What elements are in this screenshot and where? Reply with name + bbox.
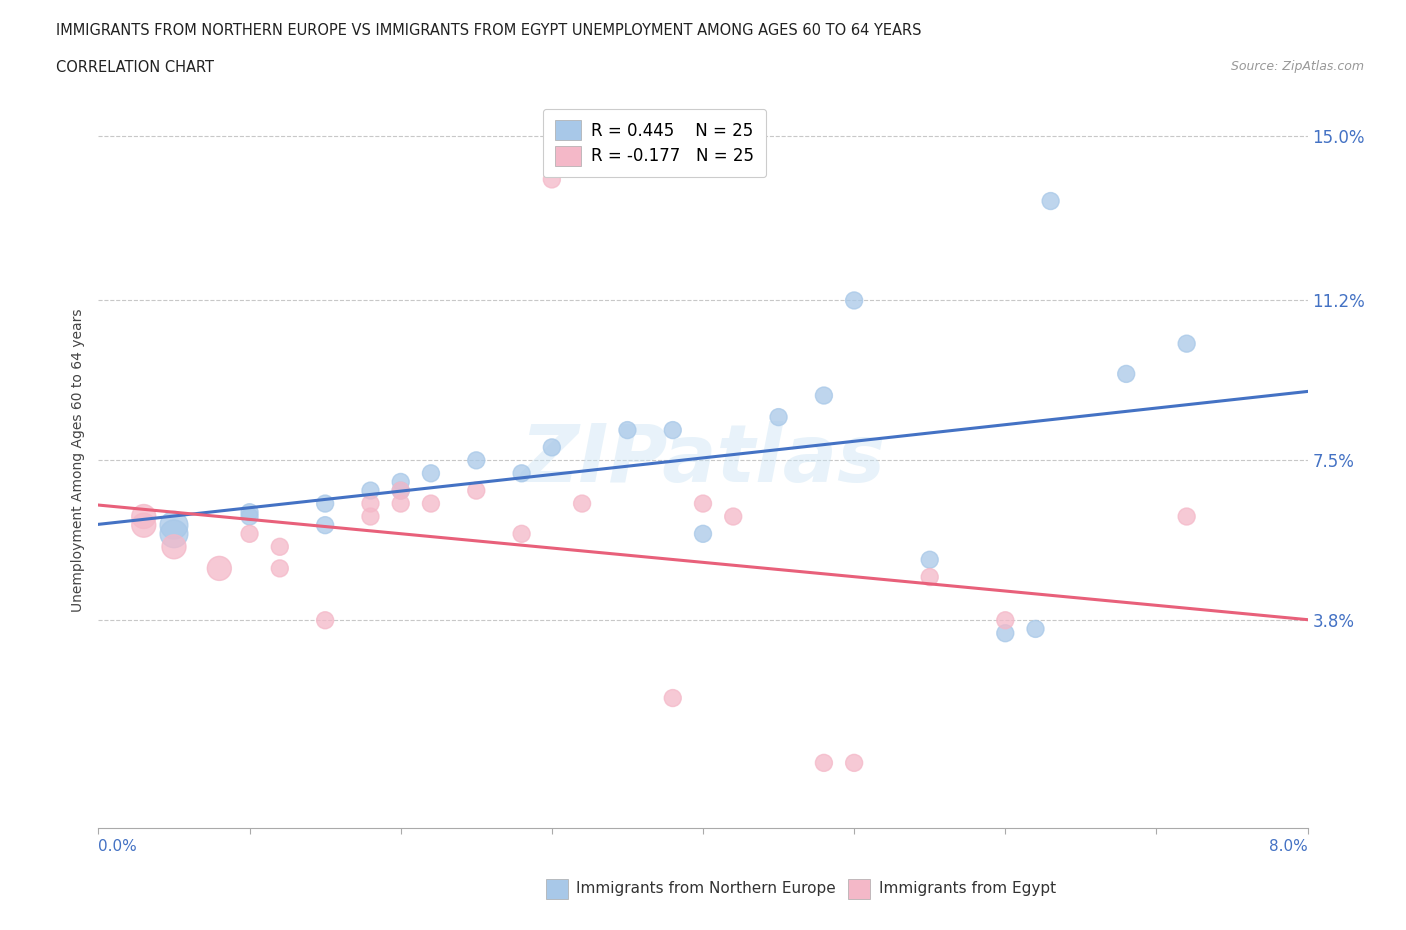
Point — [360, 509, 382, 524]
Point — [465, 484, 488, 498]
Text: ZIPatlas: ZIPatlas — [520, 421, 886, 499]
Legend: R = 0.445    N = 25, R = -0.177   N = 25: R = 0.445 N = 25, R = -0.177 N = 25 — [543, 109, 766, 178]
Point — [208, 561, 231, 576]
Point — [813, 388, 835, 403]
Point — [844, 293, 866, 308]
Text: Immigrants from Northern Europe: Immigrants from Northern Europe — [576, 881, 837, 896]
Point — [314, 518, 336, 533]
Point — [662, 691, 685, 706]
Point — [1025, 621, 1047, 636]
Point — [723, 509, 745, 524]
Point — [239, 526, 262, 541]
Text: 0.0%: 0.0% — [98, 839, 138, 854]
Point — [510, 526, 533, 541]
Point — [163, 539, 186, 554]
Text: Immigrants from Egypt: Immigrants from Egypt — [879, 881, 1056, 896]
Point — [616, 422, 638, 437]
Point — [844, 755, 866, 770]
Point — [132, 509, 155, 524]
Text: CORRELATION CHART: CORRELATION CHART — [56, 60, 214, 75]
Point — [269, 561, 291, 576]
Point — [389, 496, 412, 511]
Point — [314, 613, 336, 628]
Point — [994, 613, 1017, 628]
Point — [541, 172, 564, 187]
Point — [465, 453, 488, 468]
Point — [239, 505, 262, 520]
Point — [994, 626, 1017, 641]
Point — [768, 410, 790, 425]
Point — [692, 526, 714, 541]
Point — [1115, 366, 1137, 381]
Point — [389, 484, 412, 498]
Point — [571, 496, 593, 511]
Point — [389, 474, 412, 489]
Point — [163, 518, 186, 533]
Point — [1175, 337, 1198, 352]
Text: Source: ZipAtlas.com: Source: ZipAtlas.com — [1230, 60, 1364, 73]
Point — [1039, 193, 1062, 208]
Point — [314, 496, 336, 511]
Y-axis label: Unemployment Among Ages 60 to 64 years: Unemployment Among Ages 60 to 64 years — [72, 309, 86, 612]
Text: IMMIGRANTS FROM NORTHERN EUROPE VS IMMIGRANTS FROM EGYPT UNEMPLOYMENT AMONG AGES: IMMIGRANTS FROM NORTHERN EUROPE VS IMMIG… — [56, 23, 922, 38]
Point — [692, 496, 714, 511]
Point — [918, 569, 941, 584]
Text: 8.0%: 8.0% — [1268, 839, 1308, 854]
Point — [662, 422, 685, 437]
Point — [510, 466, 533, 481]
Point — [360, 496, 382, 511]
Point — [420, 496, 443, 511]
Point — [269, 539, 291, 554]
Point — [389, 484, 412, 498]
Point — [163, 526, 186, 541]
Point — [813, 755, 835, 770]
Point — [918, 552, 941, 567]
Point — [132, 518, 155, 533]
Point — [1175, 509, 1198, 524]
Point — [360, 484, 382, 498]
Point — [420, 466, 443, 481]
Point — [239, 509, 262, 524]
Point — [541, 440, 564, 455]
